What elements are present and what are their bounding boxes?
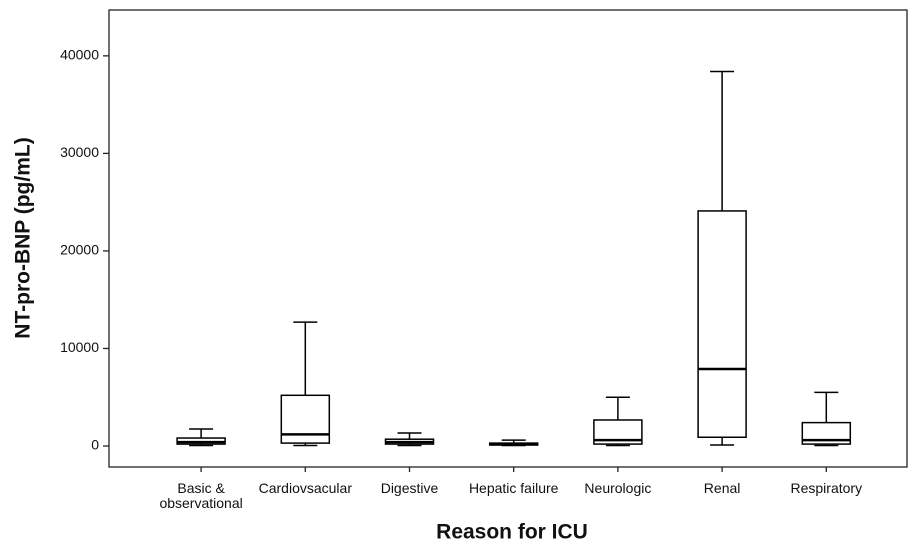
box [801,421,852,445]
box [280,394,331,444]
x-tick-label: Hepatic failure [468,480,559,496]
x-tick-label: Basic & observational [159,480,243,511]
x-tick-label: Neurologic [584,480,652,496]
y-tick-label: 0 [91,437,99,453]
x-tick-label: Digestive [380,480,439,496]
y-tick-label: 30000 [60,144,99,160]
x-tick-label: Renal [703,480,741,496]
box [697,210,747,438]
x-tick-label: Cardiovsacular [258,480,352,496]
x-axis-title: Reason for ICU [436,521,588,544]
plot-frame [108,9,908,468]
y-tick-label: 20000 [60,242,99,258]
y-tick-label: 40000 [60,47,99,63]
y-axis-title: NT-pro-BNP (pg/mL) [12,137,35,338]
y-tick-label: 10000 [60,339,99,355]
x-tick-label: Respiratory [790,480,863,496]
